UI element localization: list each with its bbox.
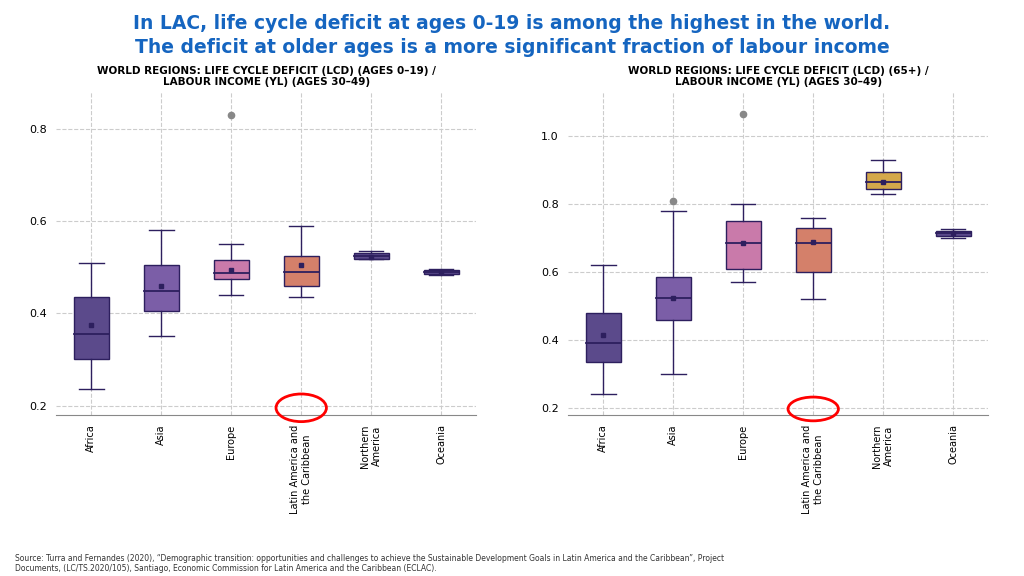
Text: Source: Turra and Fernandes (2020), “Demographic transition: opportunities and c: Source: Turra and Fernandes (2020), “Dem… <box>15 554 725 573</box>
Bar <box>284 256 318 286</box>
Bar <box>796 228 830 272</box>
Bar <box>214 260 249 279</box>
Bar <box>865 172 901 189</box>
Bar <box>726 221 761 269</box>
Bar <box>74 297 109 359</box>
Bar <box>353 253 389 259</box>
Bar <box>936 231 971 237</box>
Bar <box>424 270 459 274</box>
Text: In LAC, life cycle deficit at ages 0-19 is among the highest in the world.
The d: In LAC, life cycle deficit at ages 0-19 … <box>133 14 891 57</box>
Title: WORLD REGIONS: LIFE CYCLE DEFICIT (LCD) (AGES 0–19) /
LABOUR INCOME (YL) (AGES 3: WORLD REGIONS: LIFE CYCLE DEFICIT (LCD) … <box>97 66 435 87</box>
Bar <box>586 313 621 362</box>
Bar <box>143 265 179 311</box>
Bar <box>655 277 691 320</box>
Title: WORLD REGIONS: LIFE CYCLE DEFICIT (LCD) (65+) /
LABOUR INCOME (YL) (AGES 30–49): WORLD REGIONS: LIFE CYCLE DEFICIT (LCD) … <box>628 66 929 87</box>
